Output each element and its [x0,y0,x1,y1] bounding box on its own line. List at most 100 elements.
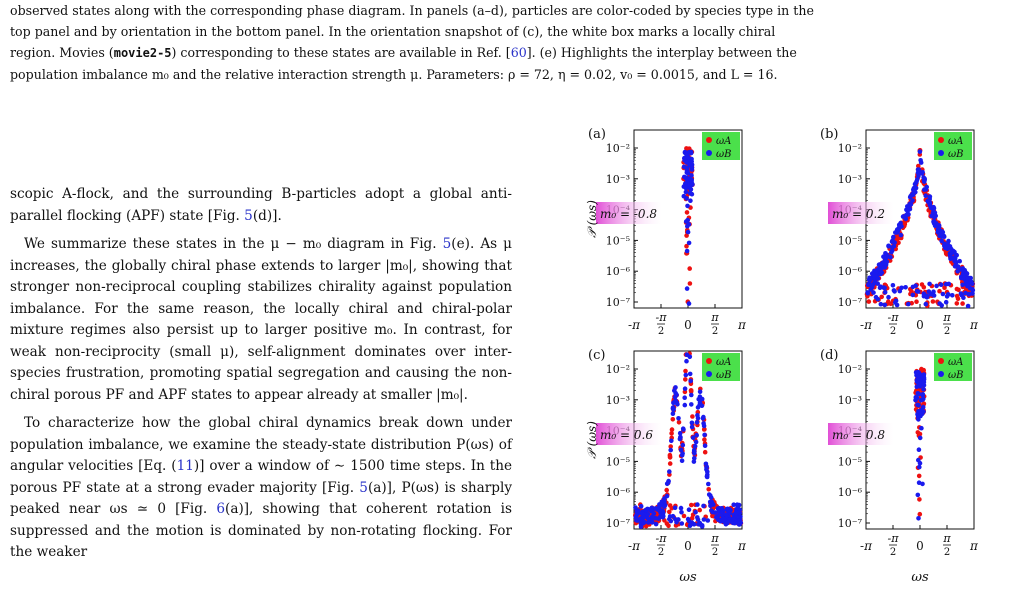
data-point-omega-b [915,167,921,172]
data-point-omega-b [682,402,688,408]
data-point-omega-b [678,434,683,440]
data-point-omega-b [692,456,697,461]
data-point-omega-b [960,282,965,288]
data-point-omega-a [669,431,674,436]
equation-link[interactable]: 11 [176,458,194,474]
y-tick-label: 10⁻³ [838,173,862,186]
x-tick-label: 2 [712,326,718,337]
data-point-omega-a [954,301,960,306]
data-point-omega-a [683,377,688,382]
data-point-omega-b [650,514,655,519]
data-point-omega-a [670,417,676,422]
y-tick-label: 10⁻² [838,142,862,155]
data-point-omega-b [699,524,705,529]
data-point-omega-b [679,510,684,515]
x-tick-label: 2 [944,326,950,337]
x-tick-label: -π [860,318,873,332]
data-point-omega-b [696,397,701,402]
data-point-omega-b [685,170,691,176]
x-tick-label: π [942,311,951,324]
data-point-omega-a [667,461,673,466]
data-point-omega-a [914,299,919,304]
data-point-omega-b [916,516,921,521]
data-point-omega-a [687,281,693,286]
y-tick-label: 10⁻² [838,363,862,376]
data-point-omega-b [662,496,667,501]
data-point-omega-b [641,515,647,520]
data-point-omega-b [679,458,685,463]
figure-link[interactable]: 5 [359,479,368,496]
data-point-omega-b [731,516,736,522]
figure-link[interactable]: 5 [244,207,253,224]
legend-marker-omega-a [938,358,944,364]
data-point-omega-b [920,397,925,402]
data-point-omega-b [882,285,887,291]
paragraph-1: scopic A-flock, and the surrounding B-pa… [10,184,512,227]
data-point-omega-a [942,285,947,290]
data-point-omega-b [921,372,927,377]
x-tick-label: π [737,318,747,332]
body-text: (d)]. [252,207,282,224]
y-tick-label: 10⁻³ [606,173,630,186]
data-point-omega-b [693,509,698,515]
m0-label-text: m₀ = -0.8 [600,207,657,221]
data-point-omega-b [965,303,971,309]
data-point-omega-b [669,438,674,444]
data-point-omega-b [653,521,659,527]
data-point-omega-b [685,229,691,235]
panel-tag: (a) [588,127,606,142]
data-point-omega-b [961,276,966,281]
y-tick-label: 10⁻⁷ [606,296,631,309]
data-point-omega-b [911,185,917,191]
data-point-omega-b [919,170,924,176]
data-point-omega-b [929,213,934,219]
data-point-omega-b [931,293,937,298]
data-point-omega-b [878,301,884,307]
data-point-omega-b [947,251,953,256]
caption-line-1: observed states along with the correspon… [10,3,814,18]
figure-link[interactable]: 6 [216,501,226,517]
data-point-omega-b [878,271,884,277]
x-tick-label: -π [888,532,900,545]
legend-label-omega-a: ωA [716,136,731,147]
data-point-omega-b [939,238,944,244]
data-point-omega-b [680,442,686,448]
figure-link[interactable]: 5 [442,236,452,252]
legend-label-omega-a: ωA [948,357,963,368]
data-point-omega-b [931,289,936,294]
data-point-omega-a [664,487,669,493]
data-point-omega-b [736,510,742,515]
data-point-omega-b [948,256,953,261]
data-point-omega-b [679,521,685,526]
data-point-omega-b [877,285,883,291]
data-point-omega-b [964,271,970,276]
x-tick-label: -π [860,539,873,553]
data-point-omega-b [695,413,700,418]
data-point-omega-b [916,409,921,414]
panel-tag: (d) [820,348,838,363]
data-point-omega-b [917,464,922,470]
data-point-omega-b [638,504,644,509]
data-point-omega-b [865,290,871,296]
legend-marker-omega-a [706,137,712,143]
data-point-omega-a [930,299,936,304]
m0-label-background [596,423,662,445]
data-point-omega-b [676,416,681,421]
data-point-omega-a [690,414,695,419]
data-point-omega-b [900,214,906,219]
data-point-omega-b [920,392,926,397]
data-point-omega-a [919,367,924,373]
data-point-omega-b [927,281,932,287]
x-axis-label: ωs [911,570,929,585]
citation-link[interactable]: 60 [510,45,527,60]
data-point-omega-b [922,187,927,192]
y-axis-label: 𝒫 (ωs) [585,421,599,459]
m0-label: m₀ = -0.8 [596,202,662,224]
data-point-omega-b [694,420,700,425]
data-point-omega-b [712,510,718,515]
data-point-omega-b [696,521,701,527]
body-text: )] over a window of ∼ 1500 time steps. I… [10,458,513,496]
data-point-omega-b [688,198,693,203]
